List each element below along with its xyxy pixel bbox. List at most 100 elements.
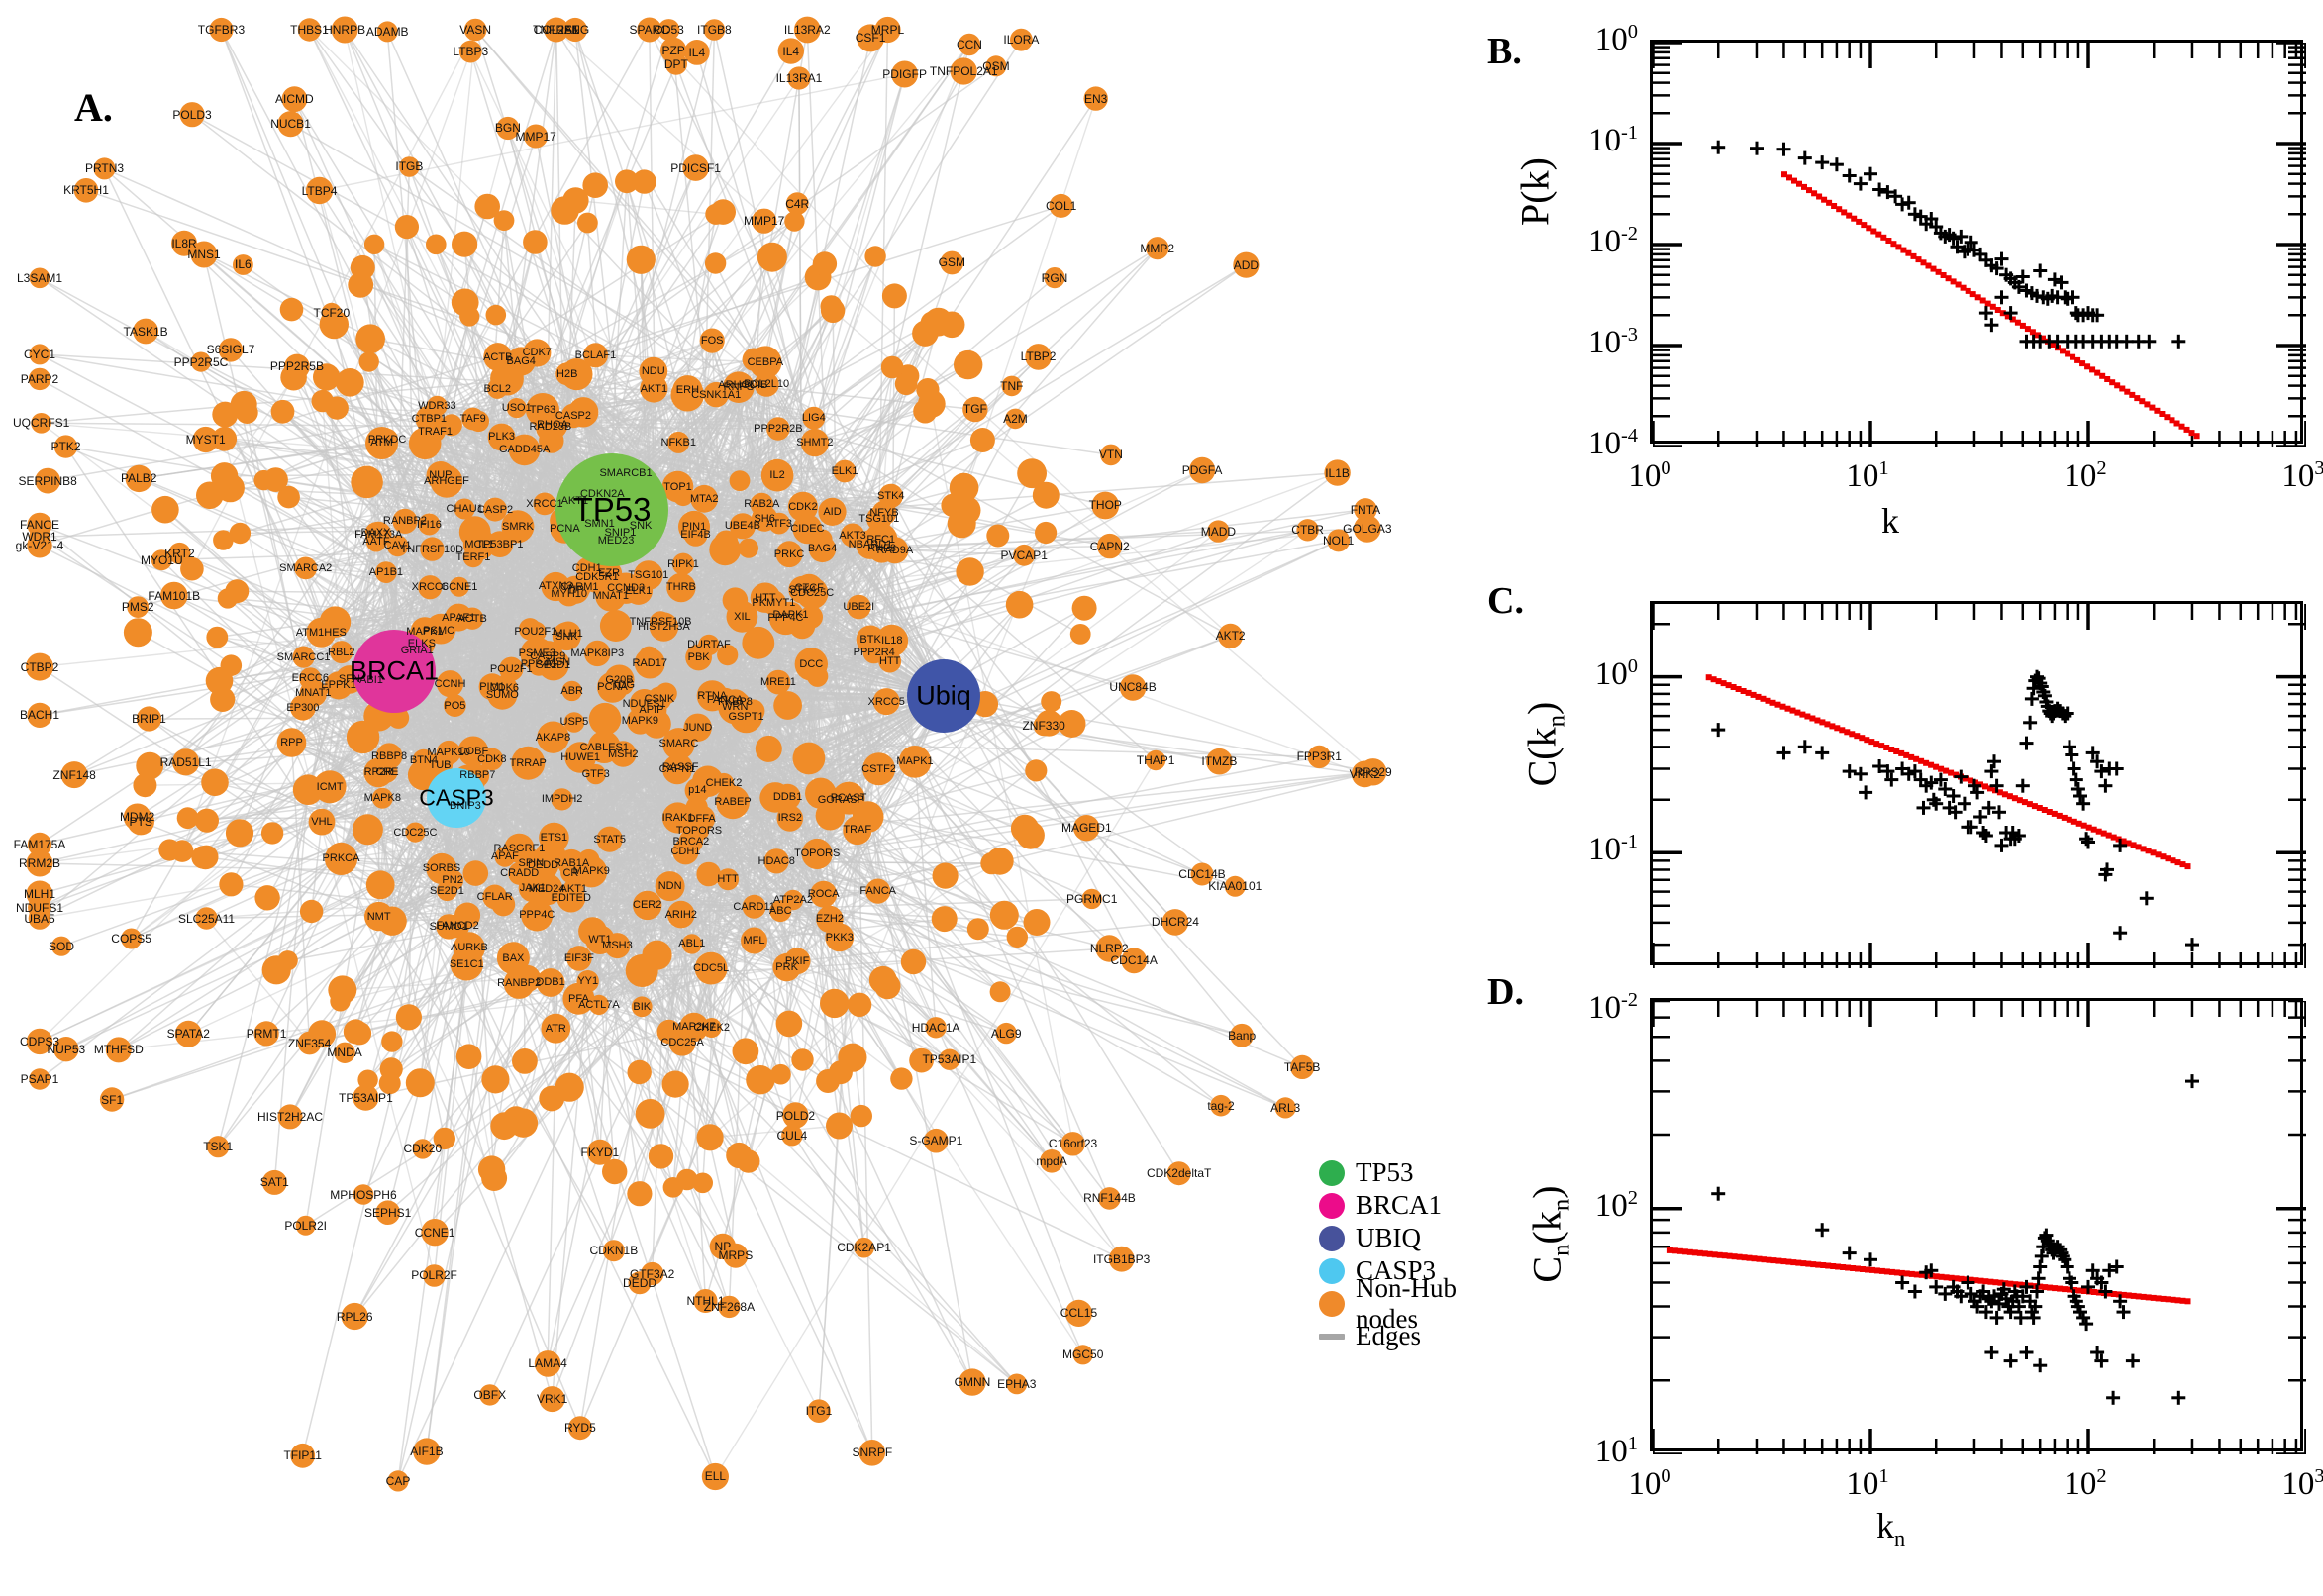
network-node[interactable] — [423, 1264, 446, 1287]
network-node[interactable] — [683, 40, 710, 65]
network-node[interactable] — [195, 907, 218, 930]
network-node[interactable] — [717, 645, 739, 666]
network-node[interactable] — [331, 16, 358, 44]
network-node[interactable] — [692, 765, 724, 798]
network-node[interactable] — [602, 1240, 625, 1262]
network-node[interactable] — [209, 17, 234, 43]
network-node[interactable] — [750, 492, 773, 517]
network-node[interactable] — [1006, 1373, 1028, 1395]
network-node[interactable] — [352, 814, 383, 846]
network-node[interactable] — [627, 1181, 653, 1207]
network-node[interactable] — [826, 1112, 853, 1140]
network-node[interactable] — [353, 1184, 374, 1205]
network-node[interactable] — [791, 1048, 814, 1071]
network-node[interactable] — [641, 1261, 664, 1286]
network-node[interactable] — [1005, 590, 1034, 619]
network-node[interactable] — [774, 783, 801, 811]
network-node[interactable] — [485, 304, 507, 326]
network-node[interactable] — [969, 428, 995, 452]
network-node[interactable] — [788, 612, 816, 640]
network-node[interactable] — [277, 111, 304, 138]
network-node[interactable] — [35, 467, 61, 494]
network-node[interactable] — [449, 576, 469, 597]
network-node[interactable] — [121, 928, 143, 949]
network-node[interactable] — [864, 246, 886, 267]
network-node[interactable] — [784, 211, 805, 232]
network-node[interactable] — [881, 283, 907, 309]
network-node[interactable] — [718, 1295, 741, 1319]
network-node[interactable] — [741, 927, 767, 954]
network-node[interactable] — [925, 1017, 947, 1039]
network-node[interactable] — [482, 884, 508, 910]
network-node[interactable] — [852, 801, 884, 833]
network-node[interactable] — [726, 600, 758, 633]
network-node[interactable] — [29, 344, 50, 365]
network-node[interactable] — [890, 1067, 913, 1090]
network-node[interactable] — [364, 901, 394, 932]
network-node[interactable] — [281, 86, 308, 113]
network-node[interactable] — [777, 38, 804, 64]
network-node[interactable] — [29, 267, 50, 289]
network-node[interactable] — [850, 1104, 872, 1128]
network-node[interactable] — [1210, 1094, 1232, 1117]
network-node[interactable] — [820, 295, 843, 318]
network-node[interactable] — [682, 154, 709, 181]
network-node[interactable] — [1005, 408, 1026, 430]
network-node[interactable] — [865, 878, 891, 904]
network-node[interactable] — [847, 594, 871, 620]
network-node[interactable] — [206, 626, 229, 648]
network-node[interactable] — [637, 17, 662, 43]
network-node[interactable] — [297, 18, 322, 42]
network-node[interactable] — [539, 1085, 565, 1112]
network-node[interactable] — [433, 1127, 455, 1150]
network-node[interactable] — [800, 428, 830, 457]
network-node[interactable] — [794, 648, 828, 681]
network-node[interactable] — [127, 596, 150, 618]
network-node[interactable] — [289, 694, 316, 721]
network-node[interactable] — [1207, 520, 1230, 543]
network-node[interactable] — [365, 870, 395, 900]
network-node[interactable] — [1035, 521, 1058, 545]
network-node[interactable] — [29, 526, 50, 548]
network-node[interactable] — [1146, 237, 1169, 260]
network-node[interactable] — [924, 1128, 949, 1153]
network-node[interactable] — [788, 575, 816, 604]
network-node[interactable] — [444, 694, 466, 717]
network-node[interactable] — [133, 773, 157, 798]
network-node[interactable] — [355, 324, 385, 354]
network-node[interactable] — [501, 510, 535, 544]
network-node[interactable] — [260, 822, 284, 845]
network-node[interactable] — [376, 428, 398, 450]
network-node[interactable] — [418, 513, 441, 536]
network-node[interactable] — [792, 742, 826, 775]
network-node[interactable] — [136, 751, 164, 780]
network-node[interactable] — [660, 37, 687, 63]
network-node[interactable] — [714, 530, 739, 554]
network-node[interactable] — [212, 426, 238, 451]
network-node[interactable] — [588, 702, 622, 736]
network-node[interactable] — [284, 353, 310, 380]
network-node[interactable] — [754, 371, 779, 397]
network-node[interactable] — [757, 242, 787, 272]
network-node[interactable] — [436, 670, 464, 698]
network-node[interactable] — [662, 728, 695, 760]
network-node[interactable] — [313, 363, 341, 391]
network-node[interactable] — [325, 396, 349, 420]
network-node[interactable] — [290, 1443, 316, 1468]
network-node[interactable] — [1274, 1097, 1296, 1119]
network-node[interactable] — [1025, 759, 1048, 782]
network-node[interactable] — [696, 861, 721, 887]
network-node[interactable] — [1100, 444, 1122, 466]
network-node[interactable] — [381, 1031, 403, 1052]
network-node[interactable] — [874, 16, 901, 44]
network-node[interactable] — [704, 252, 727, 274]
network-node[interactable] — [667, 431, 690, 453]
network-node[interactable] — [496, 116, 520, 141]
network-node[interactable] — [781, 1124, 803, 1147]
network-node[interactable] — [386, 535, 409, 557]
network-node[interactable] — [425, 613, 456, 645]
network-node[interactable] — [705, 203, 727, 225]
network-node[interactable] — [732, 374, 754, 396]
network-node[interactable] — [1145, 749, 1166, 771]
network-node[interactable] — [661, 1070, 689, 1098]
